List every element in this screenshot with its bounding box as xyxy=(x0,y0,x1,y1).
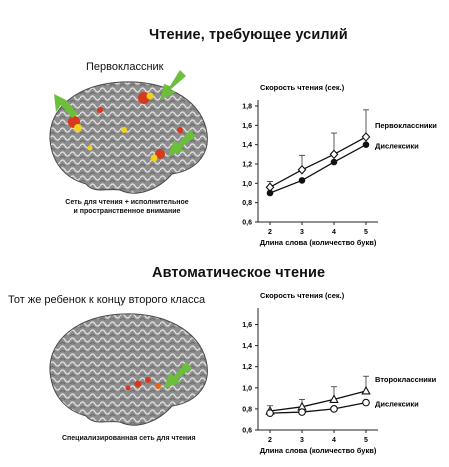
section2-brain-label: Тот же ребенок к концу второго класса xyxy=(8,294,206,306)
series-line xyxy=(269,401,367,414)
series-label: Второклассники xyxy=(375,375,437,384)
section2-caption: Специализированная сеть для чтения xyxy=(62,435,196,442)
data-point xyxy=(329,394,339,403)
activation-spots-2 xyxy=(125,377,161,391)
data-point xyxy=(361,385,371,395)
section1-caption: Сеть для чтения + исполнительное и прост… xyxy=(62,198,192,216)
y-tick-label: 1,4 xyxy=(242,142,252,149)
section1-brain-label: Первоклассник xyxy=(86,61,164,73)
y-tick-label: 1,2 xyxy=(242,364,252,371)
x-tick-label: 4 xyxy=(332,437,336,444)
section1-caption-line2: и пространственное внимание xyxy=(73,208,181,215)
data-point xyxy=(330,405,338,413)
data-point xyxy=(361,132,371,142)
data-point xyxy=(298,408,306,416)
x-axis-label: Длина слова (количество букв) xyxy=(260,238,377,247)
series-label: Дислексики xyxy=(375,400,419,409)
section2-title: Автоматическое чтение xyxy=(152,265,326,281)
pointer-arrow-2 xyxy=(164,362,192,388)
activation-spots xyxy=(68,92,183,162)
data-point xyxy=(330,158,338,166)
y-tick-label: 0,8 xyxy=(242,406,252,413)
chart-first-graders: Скорость чтения (сек.) Длина слова (колич… xyxy=(242,83,437,247)
chart-second-graders: Скорость чтения (сек.) Длина слова (колич… xyxy=(242,291,437,455)
x-axis-label: Длина слова (количество букв) xyxy=(260,446,377,455)
y-axis-label: Скорость чтения (сек.) xyxy=(260,83,345,92)
y-tick-label: 1,4 xyxy=(242,343,252,350)
section1-caption-line1: Сеть для чтения + исполнительное xyxy=(65,199,189,206)
x-tick-label: 5 xyxy=(364,229,368,236)
data-point xyxy=(297,164,307,175)
y-tick-label: 1,0 xyxy=(242,385,252,392)
series-line xyxy=(269,390,367,412)
data-point xyxy=(362,398,370,407)
y-tick-label: 1,8 xyxy=(242,104,252,111)
data-point xyxy=(266,189,274,197)
series-label: Дислексики xyxy=(375,142,419,151)
x-tick-label: 5 xyxy=(364,437,368,444)
x-tick-label: 3 xyxy=(300,437,304,444)
brain-image-second-grader xyxy=(49,313,208,426)
data-point xyxy=(298,177,306,184)
y-axis-label: Скорость чтения (сек.) xyxy=(260,291,345,300)
y-tick-label: 1,0 xyxy=(242,181,252,188)
series-label: Первоклассники xyxy=(375,121,437,130)
data-point xyxy=(329,149,339,160)
y-tick-label: 0,6 xyxy=(242,220,252,227)
brain-image-first-grader xyxy=(49,70,208,194)
pointer-arrows xyxy=(54,70,196,156)
x-tick-label: 2 xyxy=(268,229,272,236)
series-line xyxy=(269,144,367,194)
series-line xyxy=(269,136,367,188)
y-tick-label: 1,2 xyxy=(242,162,252,169)
y-tick-label: 0,8 xyxy=(242,200,252,207)
x-tick-label: 2 xyxy=(268,437,272,444)
section1-title: Чтение, требующее усилий xyxy=(149,27,348,43)
y-tick-label: 1,6 xyxy=(242,123,252,130)
x-tick-label: 3 xyxy=(300,229,304,236)
data-point xyxy=(266,409,274,417)
data-point xyxy=(362,141,370,148)
x-tick-label: 4 xyxy=(332,229,336,236)
y-tick-label: 0,6 xyxy=(242,428,252,435)
y-tick-label: 1,6 xyxy=(242,322,252,329)
